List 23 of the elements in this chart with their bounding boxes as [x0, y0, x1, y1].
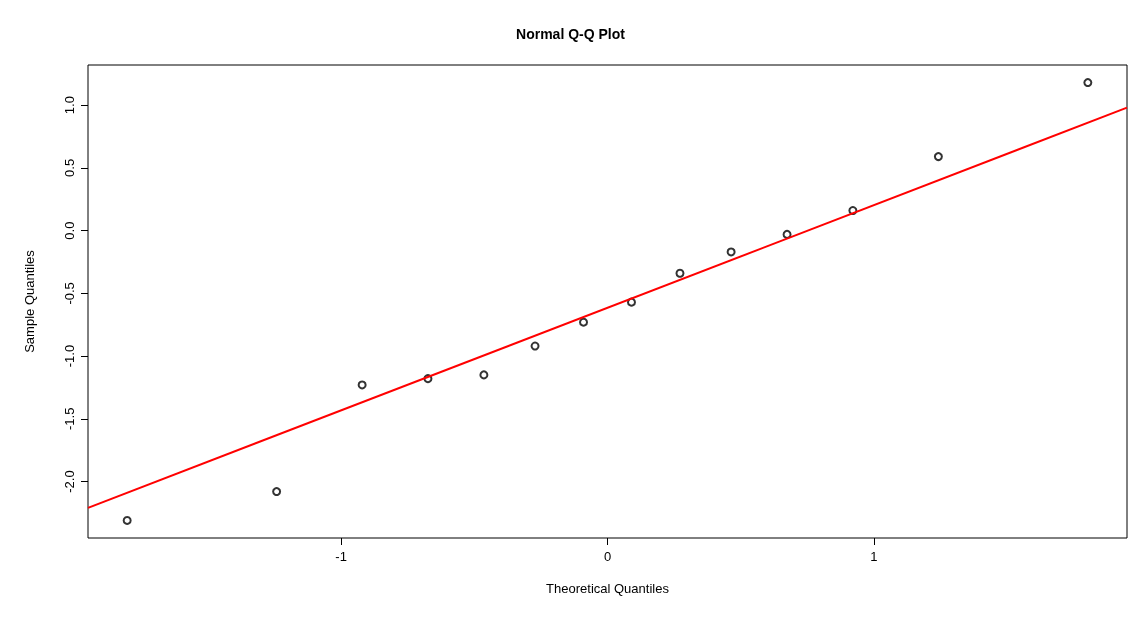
x-tick-label: 1 — [870, 549, 878, 564]
y-tick-label: -1.0 — [62, 344, 77, 368]
point — [675, 268, 685, 278]
point — [726, 247, 736, 257]
y-tick-label: -2.0 — [62, 470, 77, 493]
point — [933, 152, 943, 162]
y-tick-label: 0.5 — [62, 158, 77, 177]
point — [272, 487, 282, 497]
point — [1083, 78, 1093, 88]
point — [530, 341, 540, 351]
y-tick-label: -1.5 — [62, 407, 77, 431]
x-tick-label: -1 — [335, 549, 347, 564]
x-axis-title: Theoretical Quantiles — [546, 581, 670, 596]
point — [579, 317, 589, 327]
point — [479, 370, 489, 380]
y-tick-label: 0.0 — [62, 221, 77, 240]
chart-title: Normal Q-Q Plot — [516, 26, 626, 42]
y-axis-title: Sample Quantiles — [22, 249, 37, 353]
y-tick-label: 1.0 — [62, 96, 77, 115]
point — [357, 380, 367, 390]
x-tick-label: 0 — [603, 549, 612, 564]
point — [122, 515, 132, 525]
y-tick-label: -0.5 — [62, 282, 77, 305]
